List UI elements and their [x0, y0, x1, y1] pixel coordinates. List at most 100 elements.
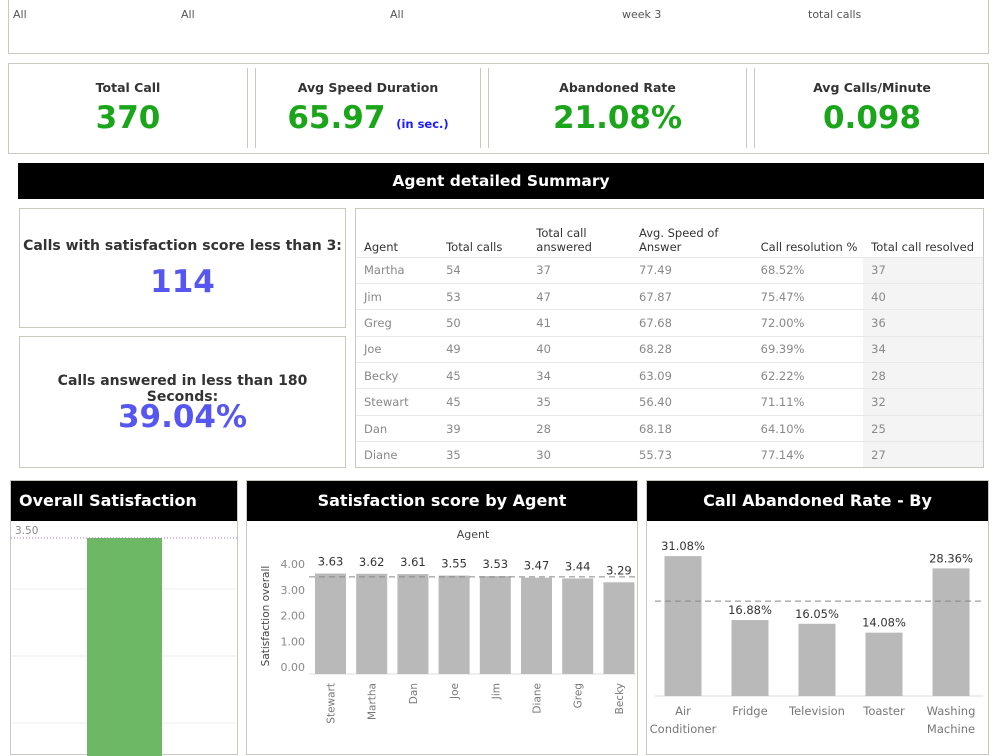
- filter-value[interactable]: total calls: [808, 8, 862, 21]
- table-cell: 68.18: [631, 414, 753, 442]
- table-cell: Stewart: [356, 388, 439, 416]
- filter-value[interactable]: week 3: [622, 8, 662, 21]
- table-cell: Diane: [356, 441, 439, 467]
- kpi-abandoned-rate: Abandoned Rate 21.08%: [489, 64, 746, 153]
- table-cell: 56.40: [631, 388, 753, 416]
- bar: [356, 573, 388, 674]
- x-axis-title: Agent: [457, 528, 490, 541]
- table-cell: 49: [438, 335, 529, 363]
- table-cell: 35: [438, 441, 529, 467]
- x-tick-label: Toaster: [862, 704, 905, 718]
- bar: [865, 632, 903, 696]
- bar: [664, 556, 702, 696]
- x-tick-label: Becky: [614, 683, 626, 714]
- table-row[interactable]: Dan 39 28 68.18 64.10% 25: [356, 414, 983, 442]
- satisfaction-by-agent-panel: Satisfaction score by Agent Agent Satisfa…: [246, 480, 638, 755]
- x-tick-label: Air: [675, 704, 691, 718]
- column-header[interactable]: Total call answered: [536, 225, 592, 255]
- bar: [932, 568, 970, 696]
- x-tick-label: Diane: [532, 683, 544, 714]
- bar: [521, 577, 552, 674]
- bar[interactable]: [87, 538, 162, 756]
- x-tick-label: Greg: [573, 683, 585, 708]
- filter-panel: All All All week 3 total calls: [8, 0, 989, 54]
- kpi-avg-speed: Avg Speed Duration 65.97 (in sec.): [256, 64, 480, 153]
- table-cell: 54: [438, 256, 529, 284]
- table-cell: 64.10%: [752, 414, 864, 442]
- kpi-value: 0.098: [755, 100, 989, 136]
- table-row[interactable]: Becky 45 34 63.09 62.22% 28: [356, 362, 983, 389]
- filter-value[interactable]: All: [390, 8, 404, 21]
- stat-card-satisfaction: Calls with satisfaction score less than …: [19, 208, 346, 328]
- agent-table-body: Martha 54 37 77.49 68.52% 37 Jim 53 47 67.87 75.47…: [356, 256, 983, 467]
- table-row[interactable]: Diane 35 30 55.73 77.14% 27: [356, 441, 983, 467]
- table-cell: 72.00%: [752, 309, 864, 337]
- table-header-row: Agent Total calls Total call answered Av…: [356, 221, 983, 257]
- filter-value[interactable]: All: [13, 8, 27, 21]
- table-row[interactable]: Joe 49 40 68.28 69.39% 34: [356, 335, 983, 363]
- data-label: 16.88%: [728, 603, 772, 617]
- table-cell: 63.09: [631, 362, 753, 389]
- x-tick-label: Dan: [408, 683, 420, 704]
- bar: [603, 582, 635, 674]
- divider: [255, 68, 256, 148]
- bar: [315, 573, 346, 674]
- reference-label: 3.50: [15, 525, 38, 537]
- kpi-number: 21.08%: [552, 100, 683, 136]
- agent-table: Agent Total calls Total call answered Av…: [356, 221, 983, 467]
- data-label: 3.62: [359, 555, 385, 569]
- table-row[interactable]: Stewart 45 35 56.40 71.11% 32: [356, 388, 983, 416]
- table-cell: Joe: [356, 335, 439, 363]
- stat-card-answered: Calls answered in less than 180 Seconds:…: [19, 336, 346, 468]
- y-axis-title: Satisfaction overall: [260, 566, 272, 667]
- table-cell: 37: [528, 256, 632, 284]
- x-tick-label: Machine: [927, 722, 975, 736]
- table-cell: 28: [528, 414, 632, 442]
- divider: [746, 68, 747, 148]
- table-cell: 40: [528, 335, 632, 363]
- stat-label: Calls with satisfaction score less than …: [23, 238, 342, 254]
- data-label: 28.36%: [929, 551, 973, 565]
- table-row[interactable]: Martha 54 37 77.49 68.52% 37: [356, 256, 983, 284]
- table-cell: Martha: [356, 256, 439, 284]
- table-cell: 40: [863, 282, 983, 310]
- y-tick-label: 4.00: [281, 558, 306, 571]
- column-header[interactable]: Agent: [364, 240, 399, 255]
- kpi-value: 65.97 (in sec.): [256, 100, 480, 136]
- column-header[interactable]: Avg. Speed of Answer: [639, 225, 719, 255]
- table-cell: 47: [528, 282, 632, 310]
- table-cell: 27: [863, 441, 983, 467]
- data-label: 3.44: [565, 559, 591, 573]
- x-tick-label: Fridge: [732, 704, 767, 718]
- chart-title: Overall Satisfaction Score: [11, 481, 237, 550]
- filter-value[interactable]: All: [181, 8, 195, 21]
- table-row[interactable]: Jim 53 47 67.87 75.47% 40: [356, 282, 983, 310]
- table-cell: Dan: [356, 414, 439, 442]
- chart-title: Satisfaction score by Agent: [247, 481, 637, 521]
- table-row[interactable]: Greg 50 41 67.68 72.00% 36: [356, 309, 983, 337]
- kpi-total-call: Total Call 370: [9, 64, 247, 153]
- table-cell: 71.11%: [752, 388, 864, 416]
- table-cell: 37: [863, 256, 983, 284]
- kpi-value: 21.08%: [489, 100, 746, 136]
- data-label: 3.63: [318, 555, 344, 569]
- kpi-number: 370: [95, 100, 161, 136]
- table-cell: 35: [528, 388, 632, 416]
- table-cell: 45: [438, 388, 529, 416]
- table-cell: 69.39%: [752, 335, 864, 363]
- kpi-title: Avg Calls/Minute: [813, 80, 931, 95]
- table-cell: 45: [438, 362, 529, 389]
- column-header[interactable]: Total call resolved: [871, 240, 975, 255]
- data-label: 31.08%: [661, 539, 705, 553]
- table-cell: 25: [863, 414, 983, 442]
- data-label: 3.53: [482, 557, 508, 571]
- data-label: 3.55: [441, 557, 467, 571]
- kpi-avg-calls-minute: Avg Calls/Minute 0.098: [755, 64, 989, 153]
- y-tick-label: 1.00: [281, 635, 306, 648]
- table-cell: 68.28: [631, 335, 753, 363]
- summary-banner: Agent detailed Summary: [18, 163, 984, 199]
- column-header[interactable]: Total calls: [446, 240, 503, 255]
- table-cell: 34: [863, 335, 983, 363]
- column-header[interactable]: Call resolution %: [760, 240, 858, 255]
- table-cell: 30: [528, 441, 632, 467]
